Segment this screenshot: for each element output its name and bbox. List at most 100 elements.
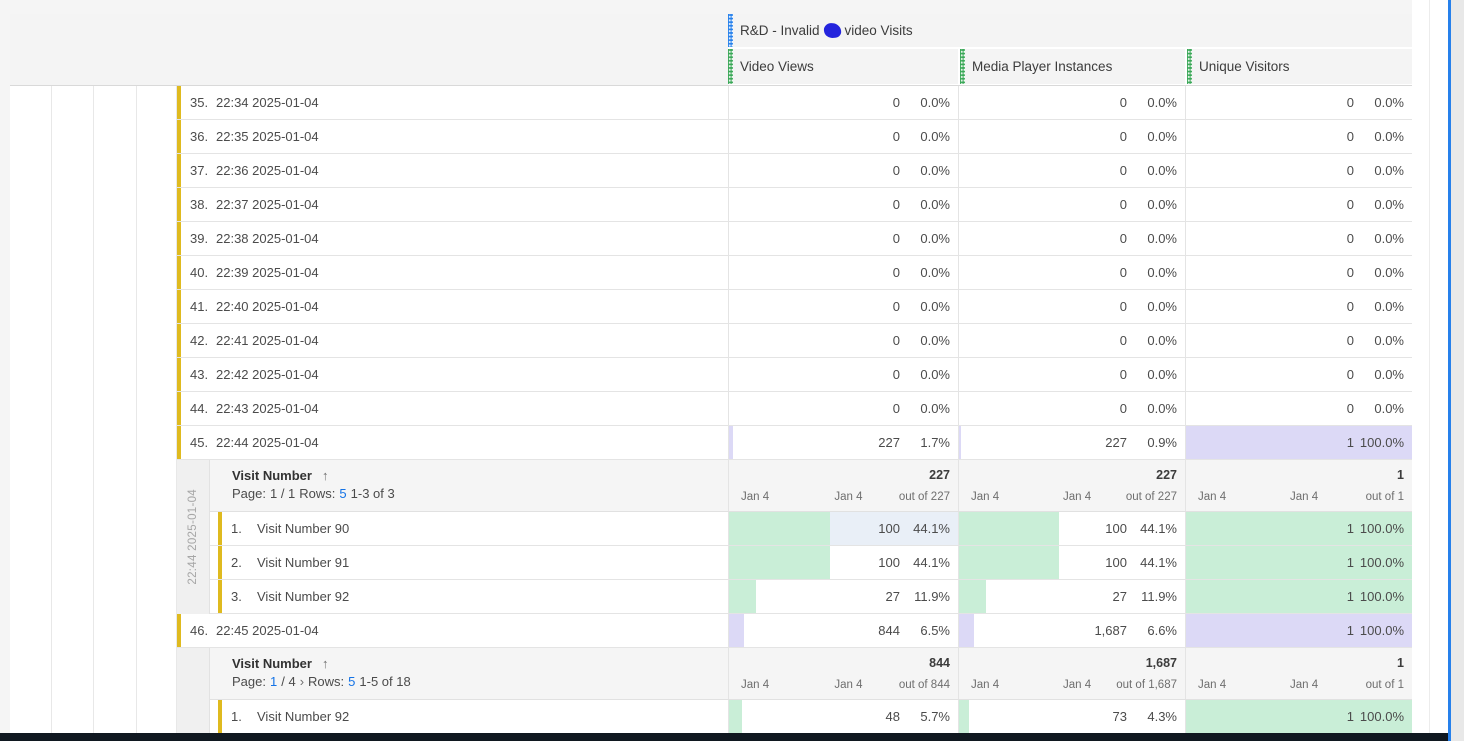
row-label-cell[interactable]: 45. 22:44 2025-01-04 (177, 426, 728, 459)
metric-value: 1 (1346, 623, 1354, 638)
row-label-cell[interactable]: 36. 22:35 2025-01-04 (177, 120, 728, 153)
metric-cell[interactable]: 0 0.0% (728, 188, 958, 221)
axis-label: Jan 4 (1289, 491, 1319, 503)
metric-cell[interactable]: 27 11.9% (728, 580, 958, 613)
metric-cell[interactable]: 0 0.0% (958, 86, 1185, 119)
sort-ascending-icon[interactable]: ↑ (321, 468, 329, 483)
metric-cell[interactable]: 1 100.0% (1185, 614, 1412, 647)
metric-cell[interactable]: 0 0.0% (1185, 222, 1412, 255)
pagination-link[interactable]: 5 (339, 486, 347, 501)
metric-cell[interactable]: 0 0.0% (1185, 358, 1412, 391)
metric-cell[interactable]: 0 0.0% (958, 256, 1185, 289)
row-label-cell[interactable]: 1. Visit Number 92 (210, 700, 728, 733)
metric-cell[interactable]: 27 11.9% (958, 580, 1185, 613)
column-header-unique-visitors[interactable]: Unique Visitors (1185, 49, 1412, 84)
drag-handle-icon[interactable] (728, 49, 733, 84)
metric-cell[interactable]: 1 100.0% (1185, 580, 1412, 613)
pagination: Page: 1/ 4 › Rows: 5 1-5 of 18 (232, 674, 728, 689)
pagination-text: / 4 (281, 674, 296, 689)
metric-percent: 0.0% (920, 129, 950, 144)
metric-cell[interactable]: 0 0.0% (958, 222, 1185, 255)
metric-cell[interactable]: 0 0.0% (958, 392, 1185, 425)
metric-cell[interactable]: 227 1.7% (728, 426, 958, 459)
metric-percent: 0.0% (1147, 197, 1177, 212)
drag-handle-icon[interactable] (728, 14, 733, 47)
drag-handle-icon[interactable] (960, 49, 965, 84)
metric-cell[interactable]: 1 100.0% (1185, 546, 1412, 579)
metric-cell[interactable]: 0 0.0% (728, 392, 958, 425)
row-accent-bar (218, 580, 222, 613)
row-label-cell[interactable]: 43. 22:42 2025-01-04 (177, 358, 728, 391)
total-out-of: out of 1 (1365, 491, 1404, 503)
sort-ascending-icon[interactable]: ↑ (321, 656, 329, 671)
metric-cell[interactable]: 0 0.0% (728, 290, 958, 323)
breakdown-row: 1. Visit Number 90 100 44.1% 100 44.1% 1 100.0% (210, 512, 1412, 546)
metric-cell[interactable]: 1 100.0% (1185, 512, 1412, 545)
metric-cell[interactable]: 0 0.0% (958, 324, 1185, 357)
metric-cell[interactable]: 844 6.5% (728, 614, 958, 647)
metric-percent: 100.0% (1359, 589, 1404, 604)
row-label-cell[interactable]: 2. Visit Number 91 (210, 546, 728, 579)
metric-percent: 0.0% (920, 265, 950, 280)
metric-cell[interactable]: 0 0.0% (728, 86, 958, 119)
metric-cell[interactable]: 100 44.1% (728, 546, 958, 579)
metric-cell[interactable]: 0 0.0% (728, 358, 958, 391)
metric-cell[interactable]: 100 44.1% (728, 512, 958, 545)
dimension-header[interactable]: Visit Number ↑ (232, 656, 728, 671)
row-label-cell[interactable]: 35. 22:34 2025-01-04 (177, 86, 728, 119)
metric-value: 0 (892, 401, 900, 416)
row-index: 3. (231, 589, 242, 604)
metric-cell[interactable]: 0 0.0% (958, 120, 1185, 153)
metric-cell[interactable]: 0 0.0% (1185, 188, 1412, 221)
pagination-link[interactable]: 1 (269, 674, 278, 689)
table-row: 45. 22:44 2025-01-04 227 1.7% 227 0.9% 1 100.0% (177, 426, 1412, 460)
column-header-video-views[interactable]: Video Views (728, 49, 958, 84)
metric-cell[interactable]: 0 0.0% (1185, 256, 1412, 289)
metric-cell[interactable]: 1 100.0% (1185, 426, 1412, 459)
metric-cell[interactable]: 0 0.0% (728, 154, 958, 187)
row-label-cell[interactable]: 40. 22:39 2025-01-04 (177, 256, 728, 289)
drag-handle-icon[interactable] (1187, 49, 1192, 84)
row-label-cell[interactable]: 38. 22:37 2025-01-04 (177, 188, 728, 221)
metric-percent: 0.0% (920, 95, 950, 110)
row-label-cell[interactable]: 3. Visit Number 92 (210, 580, 728, 613)
metric-cell[interactable]: 1 100.0% (1185, 700, 1412, 733)
metric-cell[interactable]: 227 0.9% (958, 426, 1185, 459)
metric-cell[interactable]: 0 0.0% (958, 290, 1185, 323)
metric-cell[interactable]: 0 0.0% (1185, 324, 1412, 357)
row-label-cell[interactable]: 42. 22:41 2025-01-04 (177, 324, 728, 357)
dimension-header[interactable]: Visit Number ↑ (232, 468, 728, 483)
column-summary: Jan 4 Jan 4 1 out of 1 (1185, 460, 1412, 511)
metric-cell[interactable]: 0 0.0% (728, 222, 958, 255)
metric-cell[interactable]: 0 0.0% (1185, 392, 1412, 425)
row-label-cell[interactable]: 46. 22:45 2025-01-04 (177, 614, 728, 647)
row-label-cell[interactable]: 37. 22:36 2025-01-04 (177, 154, 728, 187)
row-label: 22:37 2025-01-04 (216, 197, 319, 212)
metric-cell[interactable]: 0 0.0% (1185, 290, 1412, 323)
pagination-link[interactable]: 5 (348, 674, 356, 689)
row-label-cell[interactable]: 39. 22:38 2025-01-04 (177, 222, 728, 255)
row-label-cell[interactable]: 1. Visit Number 90 (210, 512, 728, 545)
metric-cell[interactable]: 48 5.7% (728, 700, 958, 733)
metric-cell[interactable]: 0 0.0% (958, 358, 1185, 391)
metric-cell[interactable]: 100 44.1% (958, 512, 1185, 545)
metric-cell[interactable]: 0 0.0% (728, 256, 958, 289)
metric-cell[interactable]: 1,687 6.6% (958, 614, 1185, 647)
segment-header-cell[interactable]: R&D - Invalid video Visits (728, 14, 1412, 47)
metric-cell[interactable]: 100 44.1% (958, 546, 1185, 579)
metric-cell[interactable]: 73 4.3% (958, 700, 1185, 733)
metric-cell[interactable]: 0 0.0% (728, 324, 958, 357)
breakdown-header-left: Visit Number ↑ Page: 1 / 1 Rows: 5 1-3 of 3 (210, 460, 728, 511)
metric-cell[interactable]: 0 0.0% (958, 188, 1185, 221)
metric-cell[interactable]: 0 0.0% (1185, 154, 1412, 187)
metric-cell[interactable]: 0 0.0% (1185, 86, 1412, 119)
metric-cell[interactable]: 0 0.0% (958, 154, 1185, 187)
metric-cell[interactable]: 0 0.0% (728, 120, 958, 153)
column-header-media-player-instances[interactable]: Media Player Instances (958, 49, 1185, 84)
metric-value: 844 (878, 623, 900, 638)
next-page-icon[interactable]: › (299, 674, 305, 689)
panel-edge-rail[interactable] (1448, 0, 1451, 741)
row-label-cell[interactable]: 41. 22:40 2025-01-04 (177, 290, 728, 323)
row-label-cell[interactable]: 44. 22:43 2025-01-04 (177, 392, 728, 425)
metric-cell[interactable]: 0 0.0% (1185, 120, 1412, 153)
